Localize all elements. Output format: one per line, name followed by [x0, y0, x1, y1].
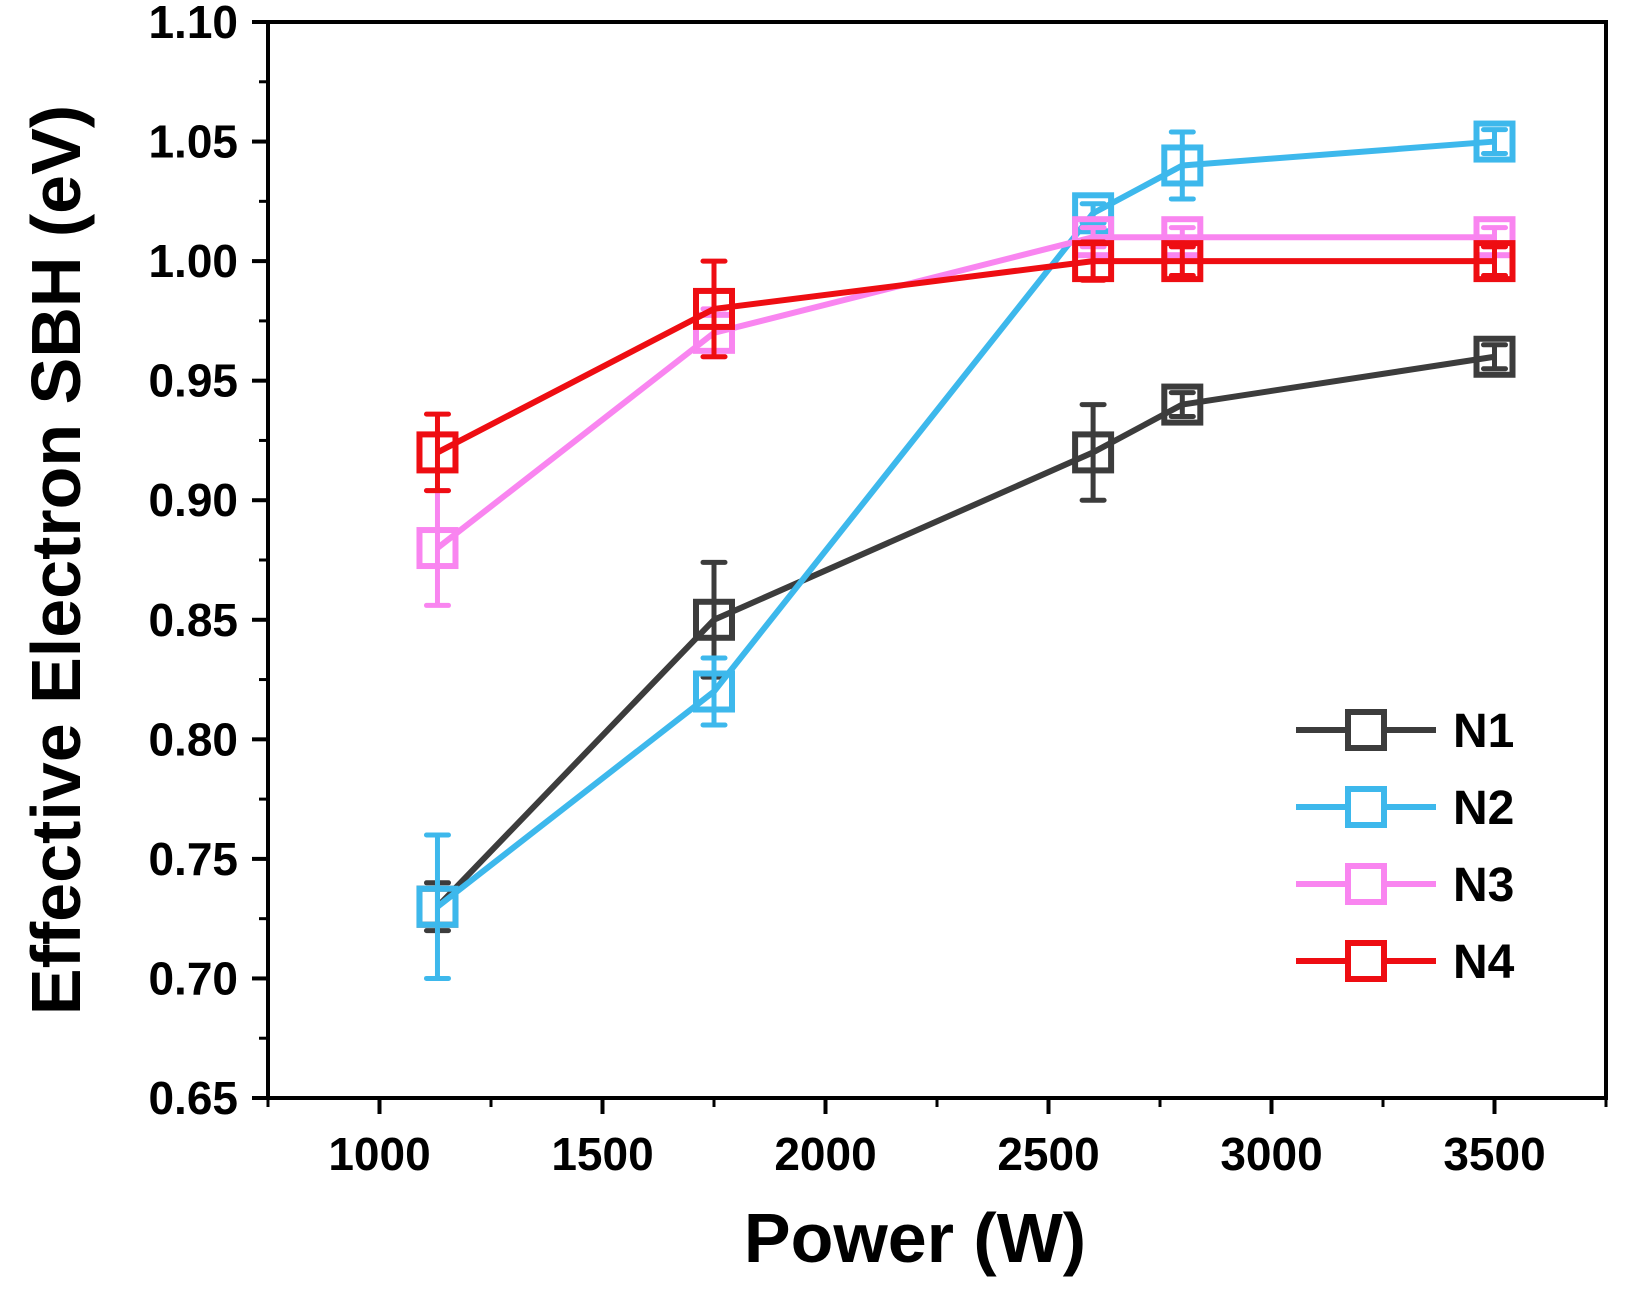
y-tick-label-0.75: 0.75	[148, 833, 238, 885]
point-N4-3	[1161, 240, 1204, 283]
legend-entry-N4: N4	[1296, 936, 1515, 989]
point-N4-1	[693, 287, 735, 330]
legend-marker-N1	[1345, 709, 1387, 751]
x-tick-label-1500: 1500	[551, 1128, 653, 1180]
y-tick-label-0.65: 0.65	[148, 1072, 238, 1124]
legend: N1 N2 N3 N4	[1296, 705, 1515, 989]
y-axis-title: Effective Electron SBH (eV)	[17, 105, 95, 1015]
series-layer	[416, 120, 1516, 981]
y-tick-label-1.00: 1.00	[148, 235, 238, 287]
y-tick-label-0.90: 0.90	[148, 474, 238, 526]
error-bar-N4-1	[700, 258, 728, 360]
point-N4-2	[1072, 240, 1115, 283]
x-tick-label-1000: 1000	[328, 1128, 430, 1180]
point-N3-0	[416, 527, 459, 570]
y-tick-label-1.10: 1.10	[148, 0, 238, 48]
error-bar-N4-4	[1481, 244, 1508, 278]
error-bar-N2-3	[1168, 129, 1196, 202]
point-N2-3	[1161, 144, 1204, 187]
series-N2	[416, 120, 1516, 981]
point-N4-0	[416, 431, 459, 474]
point-N2-4	[1473, 120, 1516, 163]
legend-marker-N3	[1345, 863, 1387, 905]
plot-frame	[266, 20, 1608, 1100]
y-tick-label-0.80: 0.80	[148, 713, 238, 765]
y-tick-label-0.95: 0.95	[148, 355, 238, 407]
x-tick-label-2500: 2500	[997, 1128, 1099, 1180]
legend-entry-N3: N3	[1296, 859, 1514, 912]
error-bar-N4-0	[423, 411, 451, 494]
axis-ticks: 1000 1500 2000 2500 3000 3500 0.65 0.70 0.75 0.80…	[148, 0, 1608, 1180]
legend-label-N1: N1	[1453, 705, 1514, 758]
error-bar-N1-4	[1481, 342, 1508, 372]
error-bar-N2-4	[1481, 127, 1508, 157]
error-bar-N1-3	[1168, 390, 1196, 420]
point-N1-2	[1072, 431, 1115, 474]
y-tick-label-0.85: 0.85	[148, 594, 238, 646]
legend-label-N3: N3	[1453, 859, 1514, 912]
point-N1-4	[1473, 335, 1516, 378]
x-tick-label-3500: 3500	[1443, 1128, 1545, 1180]
legend-label-N4: N4	[1453, 936, 1515, 989]
series-N4	[416, 239, 1516, 494]
error-bar-N2-0	[423, 832, 451, 981]
point-N4-4	[1473, 240, 1516, 283]
x-tick-label-2000: 2000	[774, 1128, 876, 1180]
error-bar-N2-1	[700, 655, 728, 728]
legend-marker-N4	[1345, 940, 1387, 982]
y-tick-label-0.70: 0.70	[148, 952, 238, 1004]
x-tick-label-3000: 3000	[1220, 1128, 1322, 1180]
error-bar-N1-2	[1079, 402, 1107, 503]
point-N1-3	[1161, 383, 1204, 426]
x-axis-title: Power (W)	[744, 1199, 1086, 1277]
legend-marker-N2	[1345, 786, 1387, 828]
legend-label-N2: N2	[1453, 782, 1514, 835]
legend-entry-N1: N1	[1296, 705, 1514, 758]
point-N1-1	[693, 598, 735, 641]
y-tick-label-1.05: 1.05	[148, 116, 238, 168]
error-bar-N4-3	[1168, 244, 1196, 278]
legend-entry-N2: N2	[1296, 782, 1514, 835]
point-N2-1	[693, 670, 735, 713]
point-N2-0	[416, 885, 459, 928]
